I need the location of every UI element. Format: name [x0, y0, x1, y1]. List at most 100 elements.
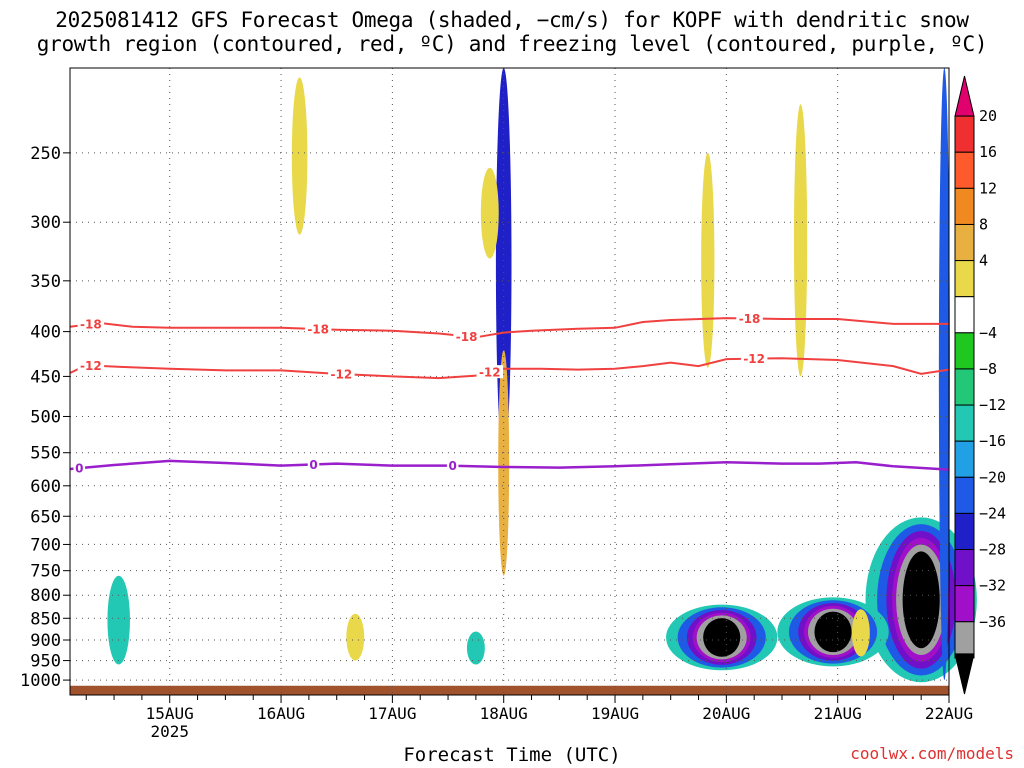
- chart-title-line-2: growth region (contoured, red, ºC) and f…: [36, 32, 988, 56]
- y-tick-label: 800: [30, 586, 61, 606]
- contour-line--12: [69, 357, 950, 380]
- contour-label: -12: [479, 366, 501, 380]
- x-tick-label: 17AUG: [368, 704, 416, 723]
- colorbar-label: 20: [979, 107, 997, 125]
- x-tick-label: 15AUG: [146, 704, 194, 723]
- omega-shaded-region: [480, 167, 499, 259]
- colorbar-box: [954, 440, 975, 478]
- contour-label-background: [77, 317, 105, 331]
- omega-shaded-region: [291, 77, 308, 235]
- colorbar-box: [954, 512, 975, 551]
- x-tick-label: 19AUG: [591, 704, 639, 723]
- colorbar-label: −4: [979, 324, 997, 342]
- contour-label-background: [476, 365, 504, 379]
- y-tick-label: 950: [30, 652, 61, 672]
- colorbar-box: [954, 260, 975, 298]
- colorbar-box: [954, 296, 975, 334]
- contour-label-background: [736, 311, 763, 325]
- colorbar-box: [954, 621, 975, 659]
- omega-shaded-region: [346, 613, 365, 661]
- contour-label: -18: [307, 323, 329, 337]
- colorbar-lower-triangle: [954, 653, 975, 695]
- x-tick-sublabel: 2025: [150, 722, 189, 741]
- colorbar-box: [954, 332, 975, 370]
- contour-label: -12: [743, 352, 765, 366]
- contour-label: -18: [456, 330, 478, 344]
- colorbar-label: 12: [979, 179, 997, 197]
- y-tick-label: 750: [30, 562, 61, 582]
- y-tick-label: 250: [30, 144, 61, 164]
- y-tick-label: 850: [30, 609, 61, 629]
- colorbar-box: [954, 585, 975, 623]
- y-tick-label: 700: [30, 535, 61, 555]
- colorbar-label: 4: [979, 252, 988, 270]
- contour-label: 0: [75, 462, 83, 476]
- x-tick-label: 21AUG: [814, 704, 862, 723]
- omega-shaded-region: [701, 152, 715, 368]
- contour-layer: -18 -18 -18 -18 -12 -12 -12 -12 0 0 0: [69, 311, 950, 476]
- credit-link[interactable]: coolwx.com/models: [850, 744, 1014, 763]
- y-tick-label: 500: [30, 407, 61, 427]
- y-tick-label: 300: [30, 213, 61, 233]
- plot-frame: [69, 67, 950, 696]
- contour-label: -18: [739, 312, 761, 326]
- colorbar-box: [954, 151, 975, 189]
- colorbar-upper-triangle: [954, 75, 975, 117]
- colorbar-label: 8: [979, 215, 988, 233]
- omega-shaded-region: [851, 609, 870, 657]
- colorbar-box: [954, 115, 975, 153]
- omega-shaded-region: [793, 104, 808, 377]
- contour-label: 0: [448, 459, 456, 473]
- omega-core-ring: [814, 611, 852, 653]
- colorbar-label: 16: [979, 143, 997, 161]
- omega-shaded-region: [495, 68, 512, 460]
- colorbar-label: −24: [979, 504, 1006, 522]
- contour-label-background: [73, 461, 86, 475]
- contour-label: -12: [331, 368, 353, 382]
- y-tick-label: 600: [30, 477, 61, 497]
- x-tick-label: 16AUG: [257, 704, 305, 723]
- y-tick-label: 900: [30, 631, 61, 651]
- contour-line--18: [69, 317, 949, 339]
- omega-core-ring: [703, 618, 741, 657]
- x-tick-label: 18AUG: [480, 704, 528, 723]
- colorbar: 20 16 12 8 4 −4 −8 −12 −16 −20 −24 −28 −32 −36: [954, 75, 1006, 695]
- y-tick-label: 650: [30, 507, 61, 527]
- contour-label-background: [453, 329, 480, 343]
- chart-title-line-1: 2025081412 GFS Forecast Omega (shaded, −…: [55, 8, 969, 32]
- colorbar-label: −20: [979, 468, 1006, 486]
- omega-shaded-region: [466, 631, 485, 665]
- contour-label-background: [740, 351, 768, 365]
- contour-label-background: [307, 457, 320, 471]
- omega-shaded-region: [938, 68, 950, 681]
- y-tick-label: 350: [30, 272, 61, 292]
- colorbar-box: [954, 404, 975, 442]
- omega-core-ring: [902, 551, 940, 649]
- colorbar-label: −36: [979, 613, 1006, 631]
- contour-label-background: [446, 458, 459, 472]
- contour-label-background: [304, 322, 332, 336]
- colorbar-label: −12: [979, 396, 1006, 414]
- contour-label: 0: [309, 458, 317, 472]
- colorbar-box: [954, 187, 975, 225]
- ground-surface: [70, 685, 949, 695]
- x-tick-label: 20AUG: [702, 704, 750, 723]
- colorbar-label: −28: [979, 541, 1006, 559]
- contour-label: -12: [80, 359, 102, 373]
- colorbar-box: [954, 549, 975, 587]
- contour-line-0: [69, 459, 950, 471]
- y-tick-label: 450: [30, 367, 61, 387]
- y-tick-label: 400: [30, 323, 61, 343]
- x-tick-label: 22AUG: [925, 704, 973, 723]
- colorbar-box: [954, 223, 975, 262]
- omega-shading-layer: [107, 68, 977, 683]
- omega-shaded-region: [107, 575, 130, 665]
- contour-label: -18: [80, 318, 102, 332]
- x-axis-label: Forecast Time (UTC): [403, 744, 621, 766]
- omega-shaded-region: [498, 350, 510, 576]
- contour-label-background: [77, 358, 105, 372]
- colorbar-box: [954, 368, 975, 406]
- contour-label-background: [328, 367, 355, 381]
